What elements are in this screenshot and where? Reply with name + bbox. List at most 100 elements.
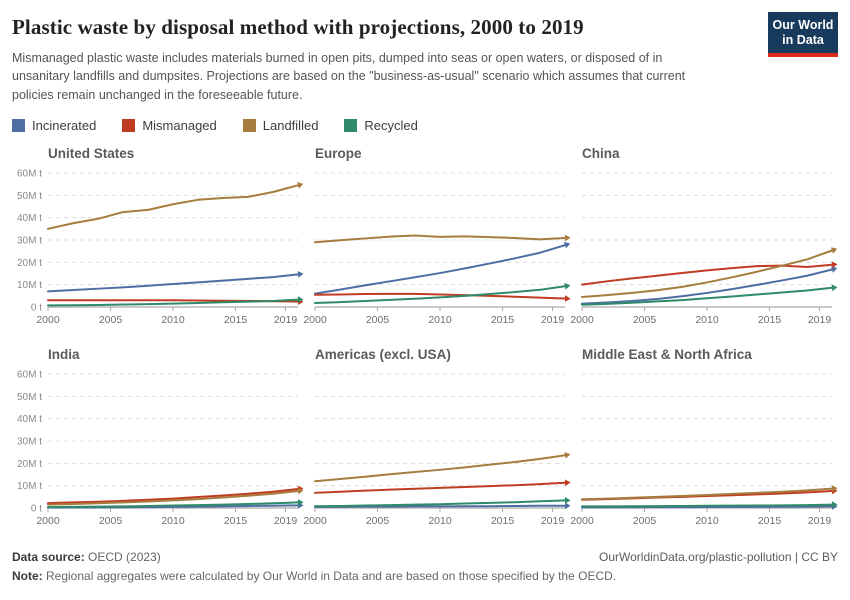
legend-item-landfilled: Landfilled — [242, 117, 319, 133]
legend-swatch-incinerated — [12, 118, 25, 132]
chart-title-americas-excl-usa: Americas (excl. USA) — [315, 346, 451, 362]
series-line-mismanaged — [581, 263, 833, 286]
x-tick-label: 2019 — [808, 314, 832, 326]
series-arrowhead-recycled — [297, 295, 304, 303]
footer: Data source: OECD (2023) OurWorldinData.… — [12, 550, 838, 583]
series-arrowhead-recycled — [297, 498, 304, 506]
chart-title-india: India — [48, 346, 80, 362]
plot-europe: 2000 2005 2010 2015 2019 — [303, 165, 573, 331]
y-tick-label: 10M t — [17, 280, 42, 291]
plot-united-states: 2000 2005 2010 2015 2019 0 t 10M t 20M t 30M t 40… — [12, 165, 306, 331]
y-tick-label: 50M t — [17, 391, 42, 402]
series-arrowhead-landfilled — [564, 234, 571, 242]
legend-swatch-mismanaged — [122, 118, 136, 132]
plot-china: 2000 2005 2010 2015 2019 — [570, 165, 840, 331]
legend-label: Incinerated — [32, 117, 97, 133]
series-line-mismanaged — [314, 292, 566, 300]
x-tick-label: 2015 — [758, 515, 782, 527]
footer-note-value: Regional aggregates were calculated by O… — [42, 568, 617, 583]
plot-india: 2000 2005 2010 2015 2019 0 t 10M t 20M t 30M t 40… — [12, 366, 306, 532]
legend: Incinerated Mismanaged Landfilled Recycled — [12, 118, 838, 133]
chart-svg: 2000 2005 2010 2015 2019 — [303, 172, 571, 326]
series-line-recycled — [581, 503, 833, 508]
series-line-incinerated — [314, 243, 566, 295]
chart-americas-excl-usa: Americas (excl. USA) 2000 2005 2010 2015 201… — [303, 346, 573, 532]
x-tick-label: 2010 — [161, 515, 185, 527]
series-line-mismanaged — [47, 487, 299, 504]
series-line-mismanaged — [314, 481, 566, 494]
series-line-incinerated — [47, 273, 299, 292]
x-tick-label: 2019 — [808, 515, 832, 527]
plot-americas-excl-usa: 2000 2005 2010 2015 2019 — [303, 366, 573, 532]
y-tick-label: 20M t — [17, 257, 42, 268]
y-tick-label: 0 t — [31, 302, 42, 313]
x-tick-label: 2010 — [428, 515, 452, 527]
x-tick-label: 2000 — [36, 515, 60, 527]
x-tick-label: 2005 — [366, 515, 390, 527]
series-line-landfilled — [314, 453, 566, 482]
chart-united-states: United States 2000 2005 2010 2015 2019 0 t 10M… — [12, 146, 306, 331]
page-title: Plastic waste by disposal method with pr… — [12, 15, 584, 39]
series-arrowhead-landfilled — [297, 181, 304, 189]
owid-url-link[interactable]: OurWorldinData.org/plastic-pollution | C… — [599, 549, 838, 564]
series-line-recycled — [314, 499, 566, 507]
series-line-landfilled — [47, 183, 299, 230]
x-tick-label: 2005 — [99, 314, 123, 326]
chart-title-middle-east-north-africa: Middle East & North Africa — [582, 346, 752, 362]
data-source: Data source: OECD (2023) — [12, 550, 161, 564]
footer-note: Note: Regional aggregates were calculate… — [12, 569, 838, 583]
series-line-landfilled — [47, 489, 299, 506]
legend-item-recycled: Recycled — [344, 118, 418, 133]
y-tick-label: 30M t — [17, 436, 42, 447]
legend-item-mismanaged: Mismanaged — [122, 118, 217, 133]
y-tick-label: 30M t — [17, 235, 42, 246]
series-line-recycled — [47, 298, 299, 307]
chart-subtitle: Mismanaged plastic waste includes materi… — [12, 51, 686, 102]
x-tick-label: 2010 — [695, 314, 719, 326]
x-tick-label: 2015 — [491, 515, 515, 527]
y-tick-label: 40M t — [17, 414, 42, 425]
series-line-recycled — [47, 501, 299, 508]
series-arrowhead-landfilled — [831, 484, 838, 492]
x-tick-label: 2015 — [491, 314, 515, 326]
data-source-value: OECD (2023) — [84, 549, 161, 564]
series-line-landfilled — [581, 249, 833, 298]
chart-title-china: China — [582, 145, 620, 161]
chart-page: Plastic waste by disposal method with pr… — [12, 12, 838, 583]
x-tick-label: 2019 — [274, 314, 298, 326]
x-tick-label: 2019 — [541, 314, 565, 326]
chart-svg: 2000 2005 2010 2015 2019 — [570, 373, 838, 527]
series-arrowhead-recycled — [564, 496, 571, 504]
small-multiples-grid: United States 2000 2005 2010 2015 2019 0 t 10M… — [12, 146, 838, 532]
x-tick-label: 2000 — [570, 515, 594, 527]
legend-swatch-landfilled — [242, 118, 256, 132]
x-tick-label: 2015 — [224, 515, 248, 527]
data-source-label: Data source: — [12, 549, 85, 564]
x-tick-label: 2010 — [161, 314, 185, 326]
footer-note-label: Note: — [12, 568, 43, 583]
y-tick-label: 60M t — [17, 168, 42, 179]
chart-china: China 2000 2005 2010 2015 2019 — [570, 145, 840, 331]
x-tick-label: 2005 — [633, 515, 657, 527]
series-arrowhead-landfilled — [830, 246, 838, 254]
series-line-landfilled — [581, 487, 833, 500]
chart-svg: 2000 2005 2010 2015 2019 0 t 10M t 20M t 30M t 40… — [17, 369, 304, 527]
x-tick-label: 2015 — [758, 314, 782, 326]
chart-europe: Europe 2000 2005 2010 2015 2019 — [303, 146, 573, 331]
series-line-landfilled — [314, 234, 566, 243]
series-arrowhead-mismanaged — [564, 294, 571, 302]
y-tick-label: 40M t — [17, 213, 42, 224]
legend-item-incinerated: Incinerated — [12, 118, 96, 133]
legend-label: Landfilled — [262, 117, 319, 133]
series-line-incinerated — [314, 504, 566, 508]
x-tick-label: 2015 — [224, 314, 248, 326]
x-tick-label: 2010 — [695, 515, 719, 527]
owid-logo[interactable]: Our World in Data — [768, 12, 838, 57]
series-arrowhead-landfilled — [297, 487, 304, 495]
x-tick-label: 2000 — [303, 515, 327, 527]
y-tick-label: 60M t — [17, 369, 42, 380]
series-line-recycled — [581, 286, 833, 306]
legend-swatch-recycled — [344, 118, 358, 132]
chart-title-united-states: United States — [48, 145, 135, 161]
x-tick-label: 2000 — [36, 314, 60, 326]
